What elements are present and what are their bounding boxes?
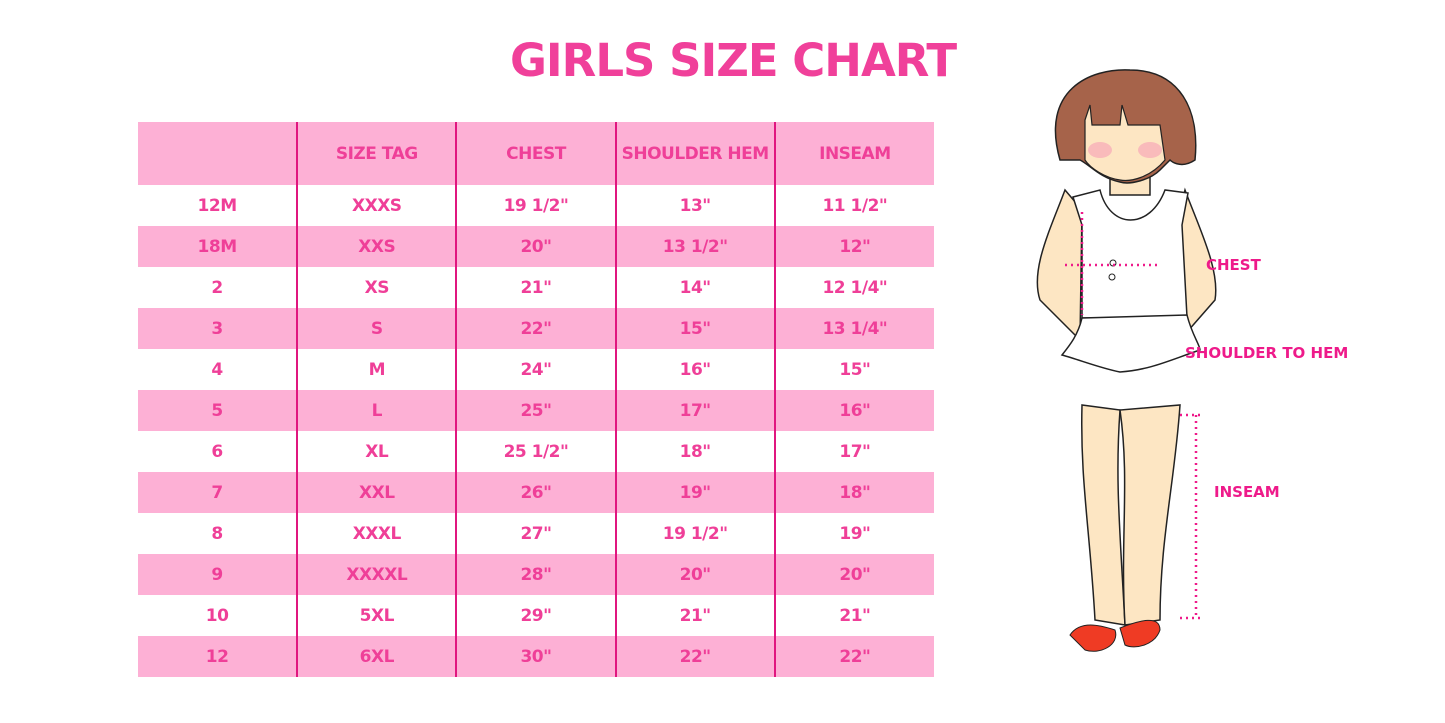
table-cell: XXXS	[296, 185, 457, 226]
table-row: 2 XS 21" 14" 12 1/4"	[138, 267, 934, 308]
table-cell: 13"	[614, 185, 775, 226]
table-cell: 17"	[773, 431, 934, 472]
table-cell: M	[296, 349, 457, 390]
table-cell: 4	[211, 359, 223, 380]
table-cell: 6	[211, 441, 223, 462]
table-cell: 12"	[773, 226, 934, 267]
table-cell: XXXXL	[296, 554, 457, 595]
table-cell: 15"	[773, 349, 934, 390]
table-cell: 20"	[455, 226, 616, 267]
table-cell: 21"	[455, 267, 616, 308]
table-cell: 12 1/4"	[773, 267, 934, 308]
table-cell: 25"	[455, 390, 616, 431]
table-cell: 19 1/2"	[614, 513, 775, 554]
girl-measurement-illustration	[1020, 60, 1420, 684]
table-cell: 6XL	[296, 636, 457, 677]
table-cell: S	[296, 308, 457, 349]
table-cell: 22"	[773, 636, 934, 677]
table-cell: L	[296, 390, 457, 431]
table-cell: 18"	[614, 431, 775, 472]
size-table: SIZE TAG CHEST SHOULDER HEM INSEAM 12M XXXS 1…	[138, 122, 934, 677]
inseam-label: INSEAM	[1214, 483, 1280, 501]
table-cell: 19 1/2"	[455, 185, 616, 226]
table-cell: 25 1/2"	[455, 431, 616, 472]
table-cell: 17"	[614, 390, 775, 431]
table-cell: XXL	[296, 472, 457, 513]
table-cell: XS	[296, 267, 457, 308]
table-row: 4 M 24" 16" 15"	[138, 349, 934, 390]
table-row: 8 XXXL 27" 19 1/2" 19"	[138, 513, 934, 554]
table-cell: 10	[205, 605, 229, 626]
table-cell: 21"	[773, 595, 934, 636]
table-row: 5 L 25" 17" 16"	[138, 390, 934, 431]
table-cell: 30"	[455, 636, 616, 677]
table-cell: 14"	[614, 267, 775, 308]
table-cell: 21"	[614, 595, 775, 636]
table-cell: XXXL	[296, 513, 457, 554]
table-row: 10 5XL 29" 21" 21"	[138, 595, 934, 636]
table-row: 6 XL 25 1/2" 18" 17"	[138, 431, 934, 472]
table-cell: 16"	[773, 390, 934, 431]
table-cell: 29"	[455, 595, 616, 636]
table-row: 12 6XL 30" 22" 22"	[138, 636, 934, 677]
table-header-row: SIZE TAG CHEST SHOULDER HEM INSEAM	[138, 122, 934, 185]
table-cell: 24"	[455, 349, 616, 390]
table-cell: 18"	[773, 472, 934, 513]
column-header: SIZE TAG	[296, 122, 457, 185]
table-cell: 13 1/2"	[614, 226, 775, 267]
table-cell: 5	[138, 390, 298, 431]
table-cell: XXS	[296, 226, 457, 267]
table-row: 7 XXL 26" 19" 18"	[138, 472, 934, 513]
column-header	[138, 122, 298, 185]
girl-figure-icon	[1036, 69, 1217, 652]
column-header: SHOULDER HEM	[614, 122, 775, 185]
table-row: 9 XXXXL 28" 20" 20"	[138, 554, 934, 595]
column-header: CHEST	[455, 122, 616, 185]
table-cell: 8	[211, 523, 223, 544]
table-row: 3 S 22" 15" 13 1/4"	[138, 308, 934, 349]
table-cell: 5XL	[296, 595, 457, 636]
table-cell: 22"	[614, 636, 775, 677]
table-cell: 3	[138, 308, 298, 349]
column-header: INSEAM	[773, 122, 934, 185]
table-cell: 12	[138, 636, 298, 677]
table-cell: 19"	[614, 472, 775, 513]
table-cell: XL	[296, 431, 457, 472]
table-cell: 11 1/2"	[773, 185, 934, 226]
shoulder-to-hem-label: SHOULDER TO HEM	[1185, 344, 1349, 362]
table-cell: 19"	[773, 513, 934, 554]
table-cell: 12M	[197, 195, 238, 216]
table-cell: 7	[138, 472, 298, 513]
chest-label: CHEST	[1206, 256, 1261, 274]
table-cell: 18M	[138, 226, 298, 267]
table-cell: 26"	[455, 472, 616, 513]
table-cell: 27"	[455, 513, 616, 554]
table-cell: 28"	[455, 554, 616, 595]
table-row: 18M XXS 20" 13 1/2" 12"	[138, 226, 934, 267]
page-title: GIRLS SIZE CHART	[510, 34, 957, 87]
table-cell: 22"	[455, 308, 616, 349]
table-cell: 15"	[614, 308, 775, 349]
table-row: 12M XXXS 19 1/2" 13" 11 1/2"	[138, 185, 934, 226]
table-cell: 13 1/4"	[773, 308, 934, 349]
table-cell: 2	[211, 277, 223, 298]
table-cell: 20"	[614, 554, 775, 595]
table-cell: 16"	[614, 349, 775, 390]
table-cell: 20"	[773, 554, 934, 595]
table-cell: 9	[138, 554, 298, 595]
